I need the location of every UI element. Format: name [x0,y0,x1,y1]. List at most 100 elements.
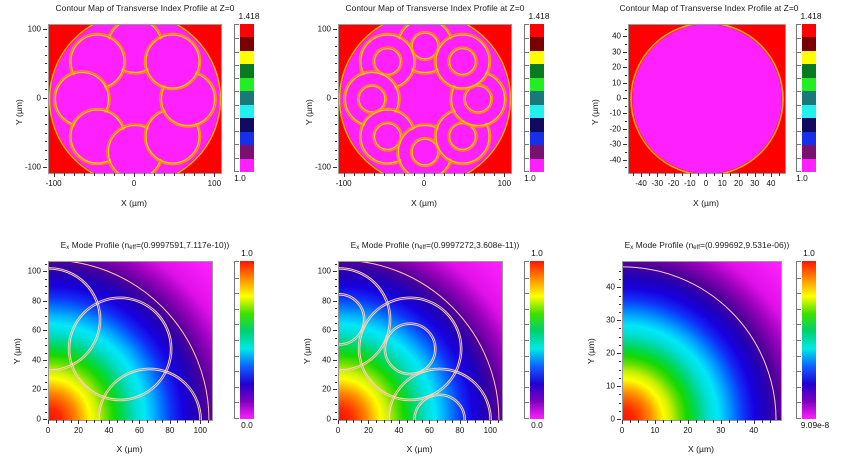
x-minor-tick [403,173,405,176]
x-tick-label: 20 [734,179,743,188]
inner-hole-region [360,87,384,111]
colorbar-tick [525,402,529,404]
y-minor-tick [334,286,337,288]
colorbar-max-label: 1.418 [238,11,260,21]
colorbar-tick [797,324,801,326]
plot-area-index-3 [628,24,786,174]
x-tick-label: 40 [766,179,776,188]
x-tick-label: 40 [749,426,759,435]
y-minor-tick [334,158,337,160]
y-minor-tick [334,359,337,361]
y-minor-tick [44,89,47,91]
x-minor-tick [169,420,171,423]
core-boundary-outline [623,266,777,420]
x-minor-tick [704,420,706,423]
colorbar-max-label: 1.0 [531,248,543,258]
x-tick-label: -20 [667,179,680,188]
colorbar-tick [235,157,239,159]
hole-outline-inner [359,298,461,400]
inner-hole-inner-rim [373,122,402,151]
hole-inner-rim [435,34,490,89]
colorbar-segment [802,131,816,146]
x-minor-tick [494,173,496,176]
x-minor-tick [632,173,634,176]
plot-area-mode-3 [622,261,782,421]
x-minor-tick [762,173,764,176]
y-minor-tick [44,404,47,406]
x-minor-tick [124,420,126,423]
x-minor-tick [134,173,135,176]
x-minor-tick [383,420,385,423]
x-minor-tick [139,420,141,423]
y-minor-tick [334,389,337,391]
x-minor-tick [444,173,446,176]
y-axis-label: Y (µm) [14,99,24,125]
y-minor-tick [334,37,337,39]
y-minor-tick [618,353,621,355]
y-minor-tick [44,411,47,413]
colorbar-tick [525,386,529,388]
x-minor-tick [164,173,166,176]
y-tick-label: -10 [609,108,621,118]
colorbar-min-label: 1.0 [524,173,536,183]
x-tick-label: -100 [335,179,352,188]
y-minor-tick [44,72,47,74]
y-minor-tick [44,141,47,143]
inner-hole-outline-inner [339,294,364,345]
y-minor-tick [44,396,47,398]
x-tick-label: 40 [394,426,404,435]
colorbar-segment [802,158,816,172]
y-minor-tick [334,28,337,30]
cladding-boundary-outline [360,262,500,420]
colorbar-index-1: 1.418 1.0 [231,11,287,183]
y-minor-tick [624,28,627,30]
x-tick-label: 0 [421,179,427,188]
hole-outline-outer [339,267,392,372]
inner-hole-region [375,49,400,74]
colorbar-tick [525,104,529,106]
colorbar-segment [240,50,254,65]
x-minor-tick [681,173,683,176]
y-minor-tick [44,271,47,273]
colorbar-tick [797,117,801,119]
panel-mode-profile-3: Ex Mode Profile (neff=(0.999692,9.531e-0… [580,229,850,458]
colorbar-segment [802,64,816,78]
y-tick-label: 0 [326,414,331,424]
colorbar-tick [235,324,239,326]
y-minor-tick [44,167,47,169]
x-minor-tick [638,420,640,423]
y-tick-label: 20 [606,348,615,358]
hole-outer-rim [433,32,492,91]
y-minor-tick [618,279,621,281]
inner-hole-outline-outer [339,292,366,346]
x-minor-tick [771,173,772,176]
colorbar-tick [797,277,801,279]
colorbar-segment [530,158,544,172]
x-minor-tick [437,420,439,423]
x-minor-tick [108,420,110,423]
panel-mode-profile-1: Ex Mode Profile (neff=(0.9997591,7.117e-… [0,229,290,458]
colorbar-tick [797,293,801,295]
y-minor-tick [334,352,337,354]
y-minor-tick [624,90,627,92]
x-tick-label: 10 [717,179,727,188]
x-tick-label: -10 [683,179,696,188]
panel-title: Contour Map of Transverse Index Profile … [345,3,525,13]
x-minor-tick [63,420,65,423]
colorbar-tick [797,78,801,80]
colorbar-segment [802,145,816,159]
y-minor-tick [624,98,627,99]
y-minor-tick [334,80,337,82]
y-tick-label: -40 [609,155,621,165]
y-minor-tick [618,287,621,289]
structure-outline-overlay [623,266,777,420]
y-minor-tick [334,72,337,74]
colorbar-tick [525,51,529,53]
y-minor-tick [618,410,621,412]
colorbar-segment [530,77,544,92]
y-minor-tick [624,51,627,53]
mode-title-mid: Mode Profile (n [69,240,130,250]
colorbar-segment [530,91,544,105]
y-minor-tick [624,36,627,38]
